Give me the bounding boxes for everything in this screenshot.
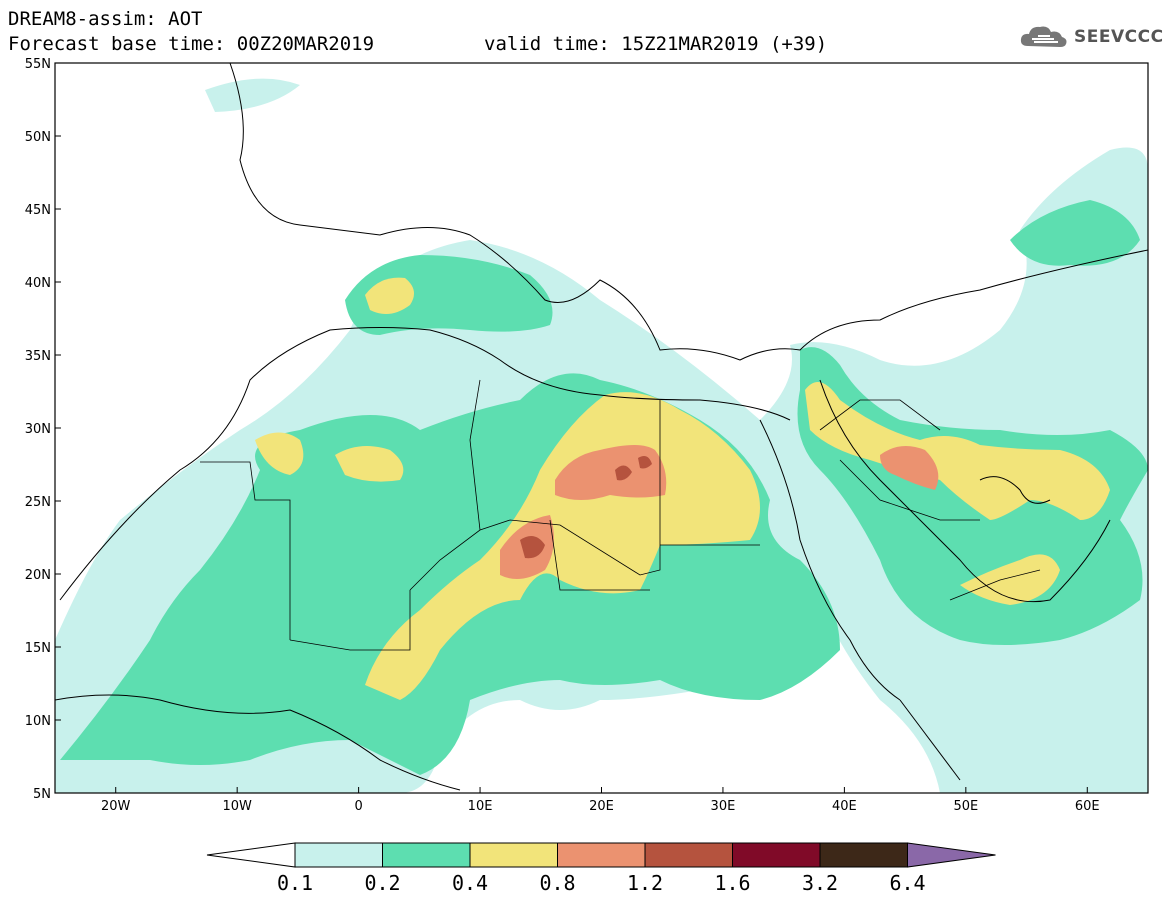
lat-label: 55N xyxy=(25,57,51,72)
valid-time: valid time: 15Z21MAR2019 (+39) xyxy=(484,33,828,55)
lat-label: 5N xyxy=(33,787,51,802)
lat-label: 50N xyxy=(25,130,51,145)
seevccc-logo: SEEVCCC xyxy=(1018,22,1164,52)
lon-label: 10W xyxy=(222,799,252,814)
lat-label: 35N xyxy=(25,349,51,364)
lon-label: 0 xyxy=(354,799,362,814)
lon-label: 20W xyxy=(101,799,131,814)
colorbar-swatch xyxy=(382,842,471,868)
colorbar-label: 0.8 xyxy=(539,871,575,895)
aot-field xyxy=(55,63,1148,793)
lat-label: 20N xyxy=(25,568,51,583)
lat-label: 10N xyxy=(25,714,51,729)
colorbar: 0.1 0.2 0.4 0.8 1.2 1.6 3.2 6.4 xyxy=(206,842,996,895)
lon-label: 40E xyxy=(832,799,857,814)
cloud-icon xyxy=(1020,26,1067,47)
colorbar-label: 1.6 xyxy=(714,871,750,895)
lat-label: 30N xyxy=(25,422,51,437)
forecast-base-time: Forecast base time: 00Z20MAR2019 xyxy=(8,33,375,55)
lat-label: 15N xyxy=(25,641,51,656)
colorbar-swatch xyxy=(644,842,733,868)
colorbar-swatch xyxy=(557,842,646,868)
logo-text: SEEVCCC xyxy=(1074,27,1164,47)
colorbar-label: 0.2 xyxy=(364,871,400,895)
colorbar-swatch xyxy=(819,842,908,868)
colorbar-over-triangle xyxy=(907,842,996,868)
colorbar-label: 0.4 xyxy=(452,871,488,895)
lat-label: 25N xyxy=(25,495,51,510)
map-title: DREAM8-assim: AOT xyxy=(8,8,203,30)
colorbar-swatch xyxy=(732,842,821,868)
lat-label: 40N xyxy=(25,276,51,291)
colorbar-swatch xyxy=(469,842,558,868)
lat-label: 45N xyxy=(25,203,51,218)
country-borders xyxy=(200,379,1041,651)
lon-label: 20E xyxy=(589,799,614,814)
lon-label: 50E xyxy=(953,799,978,814)
lon-label: 10E xyxy=(468,799,493,814)
lon-label: 30E xyxy=(711,799,736,814)
colorbar-under-triangle xyxy=(206,842,296,868)
colorbar-label: 3.2 xyxy=(802,871,838,895)
colorbar-label: 1.2 xyxy=(627,871,663,895)
axis-ticks: 55N 50N 45N 40N 35N 30N 25N 20N 15N 10N 5N 20W 10W 0 1… xyxy=(25,57,1100,814)
lon-label: 60E xyxy=(1075,799,1100,814)
colorbar-label: 0.1 xyxy=(277,871,313,895)
aot-band-1.2 xyxy=(520,456,652,559)
colorbar-swatch xyxy=(294,842,383,868)
coastlines xyxy=(55,63,1148,791)
colorbar-label: 6.4 xyxy=(889,871,925,895)
